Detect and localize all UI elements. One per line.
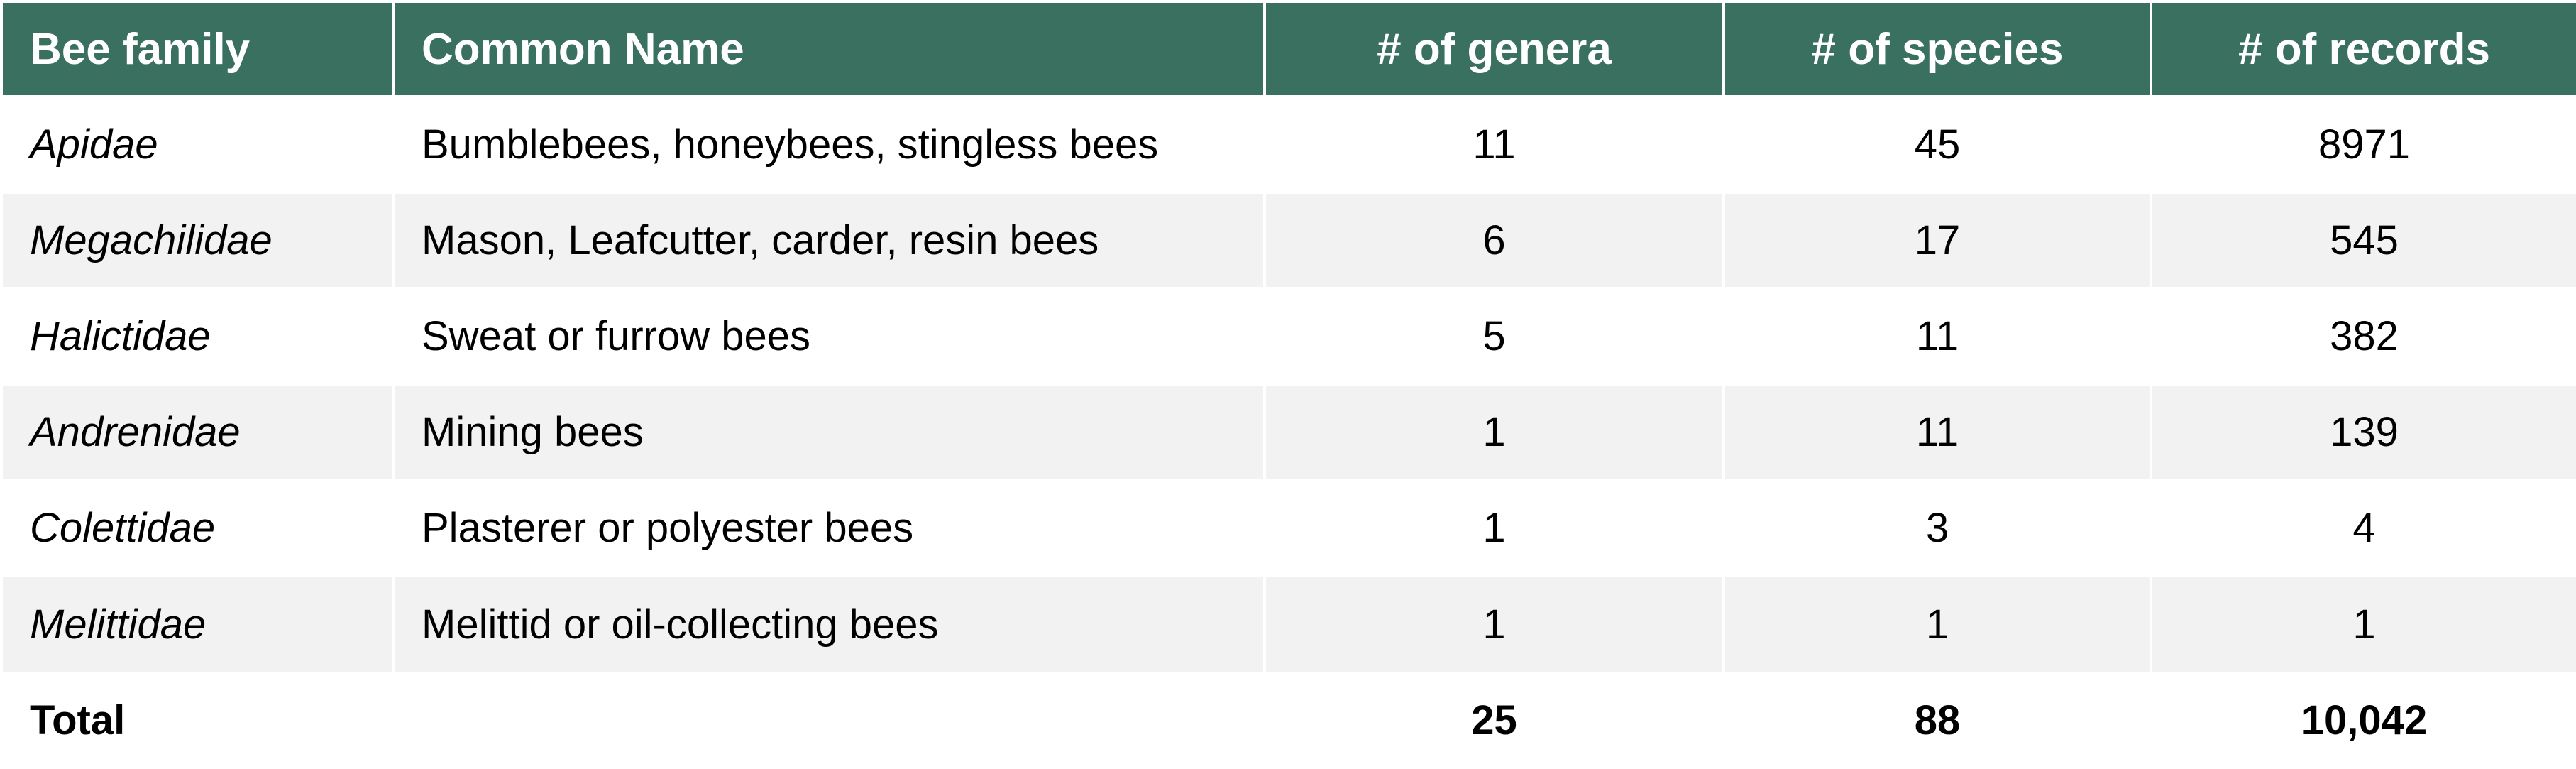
header-common-name: Common Name: [392, 0, 1266, 98]
table-row: Halictidae Sweat or furrow bees 5 11 382: [0, 287, 2576, 384]
table-row: Megachilidae Mason, Leafcutter, carder, …: [0, 191, 2576, 288]
cell-family: Colettidae: [0, 479, 395, 576]
cell-common-name: Melittid or oil-collecting bees: [392, 574, 1266, 672]
total-records: 10,042: [2150, 672, 2576, 769]
cell-common-name: Sweat or furrow bees: [392, 287, 1266, 384]
cell-species: 3: [1722, 479, 2152, 576]
total-species: 88: [1722, 672, 2152, 769]
table-row: Colettidae Plasterer or polyester bees 1…: [0, 479, 2576, 576]
table-row: Apidae Bumblebees, honeybees, stingless …: [0, 97, 2576, 192]
header-species: # of species: [1722, 0, 2152, 98]
cell-family: Halictidae: [0, 287, 395, 384]
total-common-name: [392, 672, 1266, 769]
table-row: Andrenidae Mining bees 1 11 139: [0, 383, 2576, 480]
cell-common-name: Plasterer or polyester bees: [392, 479, 1266, 576]
cell-common-name: Bumblebees, honeybees, stingless bees: [392, 97, 1266, 192]
cell-family: Melittidae: [0, 574, 395, 672]
cell-family: Andrenidae: [0, 383, 395, 480]
cell-genera: 1: [1263, 479, 1725, 576]
cell-records: 545: [2150, 191, 2576, 288]
cell-records: 382: [2150, 287, 2576, 384]
cell-species: 17: [1722, 191, 2152, 288]
total-row: Total 25 88 10,042: [0, 672, 2576, 769]
cell-genera: 1: [1263, 383, 1725, 480]
cell-species: 11: [1722, 287, 2152, 384]
cell-common-name: Mason, Leafcutter, carder, resin bees: [392, 191, 1266, 288]
header-row: Bee family Common Name # of genera # of …: [0, 0, 2576, 98]
cell-species: 11: [1722, 383, 2152, 480]
cell-family: Megachilidae: [0, 191, 395, 288]
cell-genera: 6: [1263, 191, 1725, 288]
cell-records: 4: [2150, 479, 2576, 576]
table-row: Melittidae Melittid or oil-collecting be…: [0, 574, 2576, 672]
total-genera: 25: [1263, 672, 1725, 769]
cell-records: 1: [2150, 574, 2576, 672]
cell-genera: 1: [1263, 574, 1725, 672]
header-bee-family: Bee family: [0, 0, 395, 98]
total-label: Total: [0, 672, 395, 769]
cell-species: 1: [1722, 574, 2152, 672]
cell-species: 45: [1722, 97, 2152, 192]
header-records: # of records: [2150, 0, 2576, 98]
cell-records: 8971: [2150, 97, 2576, 192]
cell-genera: 11: [1263, 97, 1725, 192]
cell-common-name: Mining bees: [392, 383, 1266, 480]
header-genera: # of genera: [1263, 0, 1725, 98]
cell-family: Apidae: [0, 97, 395, 192]
cell-genera: 5: [1263, 287, 1725, 384]
cell-records: 139: [2150, 383, 2576, 480]
